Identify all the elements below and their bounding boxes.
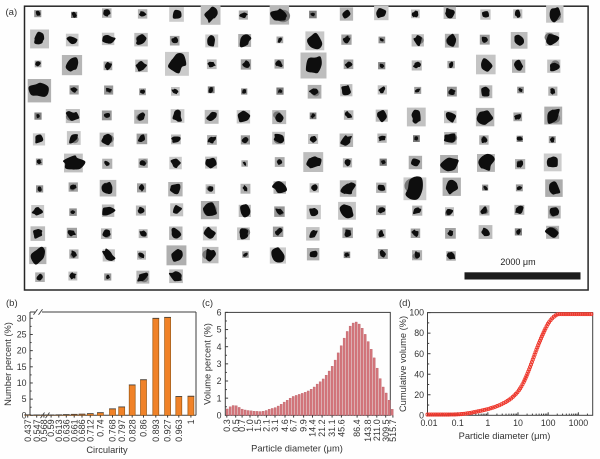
svg-text:2.1: 2.1 (262, 419, 272, 432)
svg-text:0.1: 0.1 (452, 418, 464, 428)
svg-text:0.927: 0.927 (163, 419, 173, 442)
svg-text:Circularity: Circularity (86, 445, 128, 455)
svg-text:2000 μm: 2000 μm (500, 257, 535, 267)
svg-text:0.437: 0.437 (23, 419, 33, 442)
svg-text:0.661: 0.661 (69, 419, 79, 442)
svg-text:5: 5 (22, 394, 27, 404)
svg-text:0: 0 (217, 410, 222, 420)
svg-text:211.0: 211.0 (372, 419, 382, 441)
svg-text:80: 80 (414, 328, 424, 338)
svg-text:0.893: 0.893 (151, 419, 161, 442)
svg-text:5: 5 (217, 325, 222, 335)
svg-text:1000: 1000 (569, 418, 589, 428)
svg-text:0.797: 0.797 (117, 419, 127, 442)
svg-text:1: 1 (186, 419, 196, 424)
svg-text:309.5: 309.5 (381, 419, 391, 442)
svg-text:1: 1 (217, 393, 222, 403)
svg-text:86.4: 86.4 (352, 419, 362, 437)
svg-text:0.613: 0.613 (54, 419, 64, 442)
svg-text:143.8: 143.8 (363, 419, 373, 442)
svg-text:0: 0 (419, 410, 424, 420)
svg-text:3: 3 (217, 359, 222, 369)
svg-text:45.6: 45.6 (337, 419, 347, 437)
svg-text:0.636: 0.636 (61, 419, 71, 442)
svg-text:(c): (c) (202, 298, 213, 309)
svg-text:1: 1 (485, 418, 490, 428)
svg-text:0.547: 0.547 (32, 419, 42, 442)
svg-text:0.86: 0.86 (139, 419, 149, 437)
svg-text:Cumulative volume (%): Cumulative volume (%) (398, 316, 408, 412)
svg-text:0.74: 0.74 (96, 419, 106, 437)
svg-text:0: 0 (22, 410, 27, 420)
svg-text:21.2: 21.2 (317, 419, 327, 437)
svg-text:2: 2 (217, 376, 222, 386)
svg-text:20: 20 (414, 390, 424, 400)
svg-text:0.59: 0.59 (46, 419, 56, 437)
svg-text:0.568: 0.568 (39, 419, 49, 442)
svg-text:10: 10 (17, 378, 27, 388)
svg-text:(a): (a) (6, 7, 18, 18)
svg-text:Number percent (%): Number percent (%) (3, 322, 13, 406)
svg-text:0.712: 0.712 (85, 419, 95, 442)
svg-text:6.7: 6.7 (289, 419, 299, 432)
svg-text:60: 60 (414, 349, 424, 359)
svg-text:31.1: 31.1 (327, 419, 337, 437)
svg-text:15: 15 (17, 362, 27, 372)
svg-text:100: 100 (541, 418, 556, 428)
svg-text:1.5: 1.5 (253, 419, 263, 432)
svg-text:10: 10 (513, 418, 523, 428)
svg-text:Particle diameter (μm): Particle diameter (μm) (459, 431, 551, 441)
svg-text:25: 25 (17, 330, 27, 340)
svg-text:515.7: 515.7 (388, 419, 398, 442)
svg-text:0.01: 0.01 (420, 418, 437, 428)
svg-text:0.5: 0.5 (231, 419, 241, 432)
svg-text:(b): (b) (6, 298, 18, 309)
svg-text:100: 100 (409, 308, 424, 318)
svg-text:3.1: 3.1 (270, 419, 280, 432)
svg-text:40: 40 (414, 369, 424, 379)
svg-text:4: 4 (217, 342, 222, 352)
svg-text:4.6: 4.6 (280, 419, 290, 432)
svg-text:0.7: 0.7 (237, 419, 247, 432)
svg-text:14.4: 14.4 (308, 419, 318, 437)
svg-text:0.686: 0.686 (77, 419, 87, 442)
svg-text:30: 30 (17, 313, 27, 323)
svg-text:0.768: 0.768 (108, 419, 118, 442)
svg-text:0.828: 0.828 (127, 419, 137, 442)
svg-text:20: 20 (17, 346, 27, 356)
svg-text:6: 6 (217, 308, 222, 318)
svg-text:1.0: 1.0 (245, 419, 255, 432)
svg-text:Volume percent (%): Volume percent (%) (203, 323, 213, 405)
svg-text:Particle diameter (μm): Particle diameter (μm) (251, 444, 343, 454)
svg-text:0.963: 0.963 (174, 419, 184, 442)
svg-text:9.9: 9.9 (299, 419, 309, 432)
svg-text:0.3: 0.3 (222, 419, 232, 432)
svg-text:(d): (d) (399, 298, 411, 309)
